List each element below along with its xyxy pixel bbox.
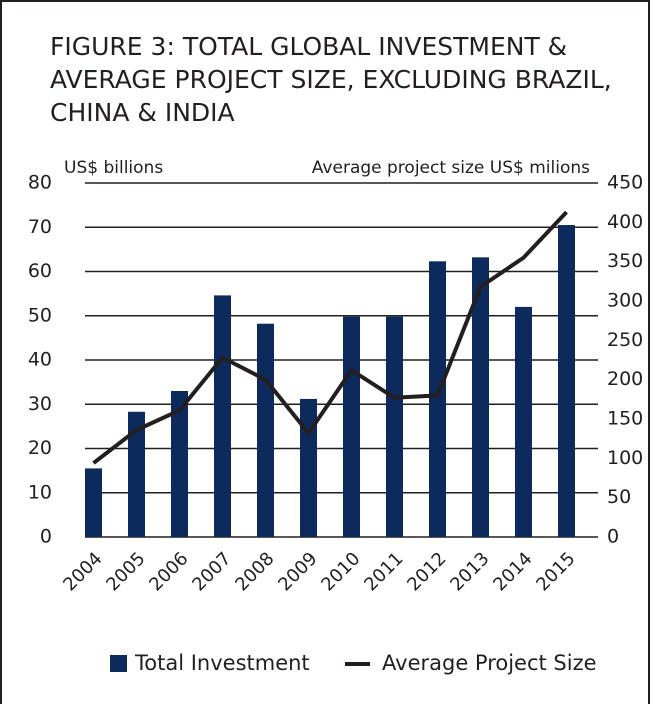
bar (386, 316, 403, 537)
y2-tick-label: 250 (607, 329, 643, 351)
x-tick-label: 2006 (145, 548, 192, 595)
bar (343, 316, 360, 537)
y2-tick-label: 150 (607, 408, 643, 430)
y-tick-label: 80 (28, 172, 52, 194)
legend-swatch (110, 655, 127, 672)
bar (300, 398, 317, 537)
bar (472, 257, 489, 537)
y2-tick-label: 200 (607, 368, 643, 390)
chart-title: AVERAGE PROJECT SIZE, EXCLUDING BRAZIL, (50, 65, 612, 94)
y-tick-label: 10 (28, 481, 52, 503)
y-tick-label: 50 (28, 304, 52, 326)
y-tick-label: 70 (28, 216, 52, 238)
x-tick-label: 2015 (532, 548, 579, 595)
y2-tick-label: 400 (607, 211, 643, 233)
y2-tick-label: 300 (607, 290, 643, 312)
legend-label: Average Project Size (382, 651, 597, 675)
chart-title: CHINA & INDIA (50, 98, 235, 127)
x-tick-label: 2013 (446, 548, 493, 595)
x-tick-label: 2010 (317, 548, 364, 595)
y-axis-label: US$ billions (64, 158, 163, 178)
legend-label: Total Investment (134, 651, 310, 675)
y-tick-label: 20 (28, 437, 52, 459)
y-tick-label: 60 (28, 260, 52, 282)
x-tick-label: 2011 (360, 548, 407, 595)
line (92, 210, 568, 465)
x-tick-label: 2004 (59, 548, 106, 595)
y-tick-label: 0 (40, 526, 52, 548)
bar (515, 306, 532, 537)
x-tick-label: 2007 (188, 548, 235, 595)
x-tick-label: 2009 (274, 548, 321, 595)
x-tick-label: 2008 (231, 548, 278, 595)
bar (257, 323, 274, 537)
y-tick-label: 40 (28, 349, 52, 371)
bar (558, 225, 575, 537)
bar (214, 295, 231, 537)
bar (85, 468, 102, 537)
bar (171, 390, 188, 537)
bar (429, 261, 446, 537)
y-tick-label: 30 (28, 393, 52, 415)
chart-title: FIGURE 3: TOTAL GLOBAL INVESTMENT & (50, 32, 567, 61)
y2-tick-label: 100 (607, 447, 643, 469)
bar (128, 411, 145, 537)
y2-tick-label: 0 (607, 526, 619, 548)
x-tick-label: 2014 (489, 548, 536, 595)
y2-tick-label: 450 (607, 172, 643, 194)
y2-axis-label: Average project size US$ milions (312, 158, 590, 178)
y2-tick-label: 350 (607, 250, 643, 272)
x-tick-label: 2005 (102, 548, 149, 595)
y2-tick-label: 50 (607, 486, 631, 508)
x-tick-label: 2012 (403, 548, 450, 595)
